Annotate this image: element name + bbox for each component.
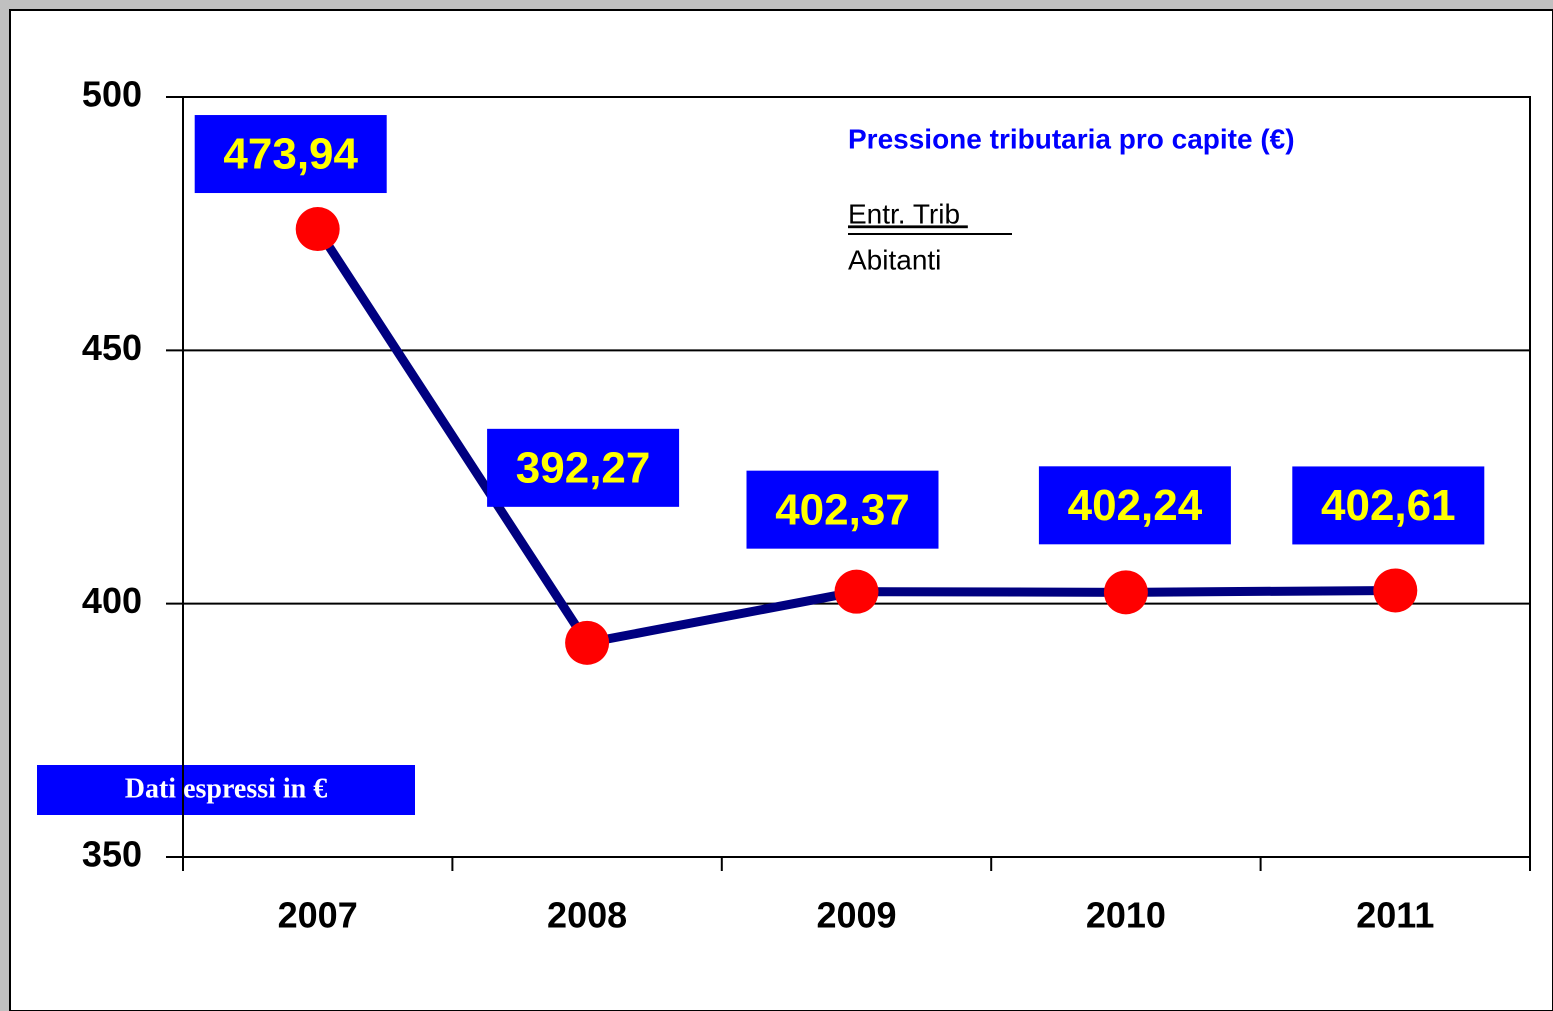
formula-numerator: Entr. Trib xyxy=(848,198,968,229)
note-box xyxy=(37,765,415,815)
chart-title: Pressione tributaria pro capite (€) xyxy=(848,123,1295,154)
value-label: 392,27 xyxy=(516,443,651,492)
x-tick-label: 2007 xyxy=(278,895,358,936)
value-label: 473,94 xyxy=(223,130,358,179)
value-label-box xyxy=(1038,466,1231,545)
x-tick-label: 2010 xyxy=(1086,895,1166,936)
value-label: 402,61 xyxy=(1321,481,1456,530)
marker xyxy=(565,620,610,665)
marker xyxy=(1373,568,1418,613)
value-label-box xyxy=(1292,466,1485,545)
value-label: 402,24 xyxy=(1068,481,1203,530)
value-label-box xyxy=(746,470,939,549)
note: Dati espressi in € xyxy=(125,773,328,804)
marker xyxy=(834,569,879,614)
value-label: 402,37 xyxy=(775,485,910,534)
x-tick-label: 2008 xyxy=(547,895,627,936)
x-tick-label: 2011 xyxy=(1356,895,1434,936)
y-tick-label: 450 xyxy=(82,327,142,368)
y-tick-label: 400 xyxy=(82,580,142,621)
marker xyxy=(295,207,340,252)
value-label-box xyxy=(194,115,387,194)
y-tick-label: 350 xyxy=(82,834,142,875)
y-tick-label: 500 xyxy=(82,74,142,115)
x-tick-label: 2009 xyxy=(816,895,896,936)
value-label-box xyxy=(487,428,680,507)
formula-denominator: Abitanti xyxy=(848,244,941,275)
marker xyxy=(1103,570,1148,615)
